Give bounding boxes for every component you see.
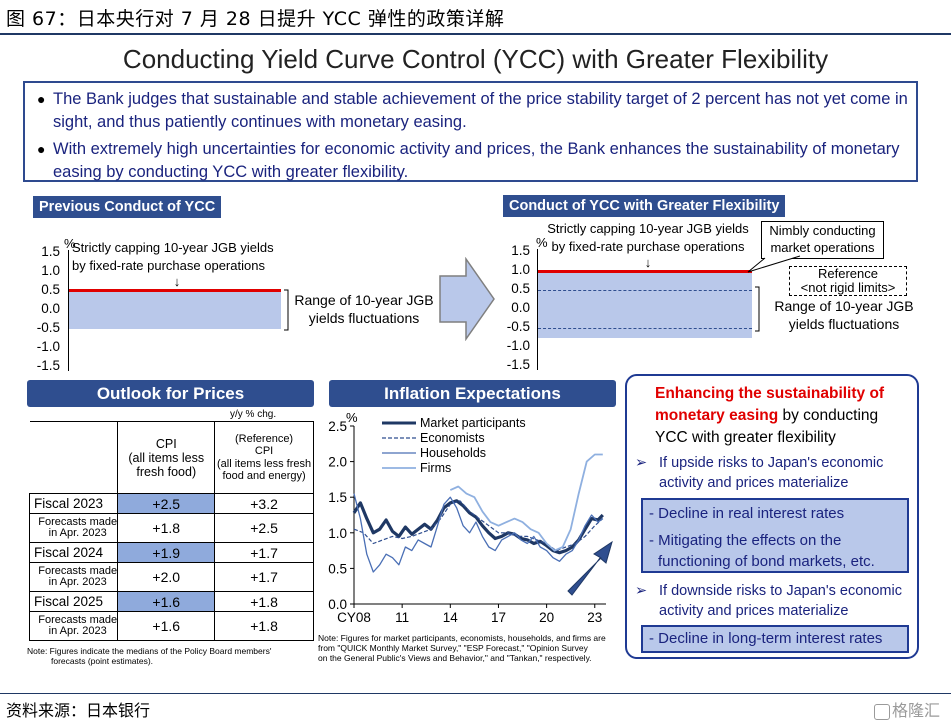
bullet-item: ● With extremely high uncertainties for e… <box>37 138 910 184</box>
y-tick-label: 1.5 <box>328 490 347 505</box>
series-line <box>352 499 604 555</box>
arrow-bullet-icon: ➢ <box>635 455 648 471</box>
nimbly-callout: Nimbly conducting market operations <box>761 221 884 259</box>
next-yield-band <box>538 272 752 338</box>
outlook-table: CPI (all items less fresh food) (Referen… <box>28 421 314 641</box>
x-tick-label: 17 <box>491 610 506 625</box>
legend-label: Households <box>420 446 486 460</box>
core-cpi-header: (Reference) CPI (all items less fresh fo… <box>214 421 314 494</box>
next-cap-note: Strictly capping 10-year JGB yields by f… <box>543 220 753 270</box>
down-arrow-icon: ↓ <box>173 274 181 289</box>
prev-axis-line <box>68 250 69 371</box>
series-line <box>353 500 604 552</box>
legend-label: Economists <box>420 431 485 445</box>
x-tick-label: 23 <box>587 610 602 625</box>
slide-title: Conducting Yield Curve Control (YCC) wit… <box>122 44 829 74</box>
prev-ycc-label: Previous Conduct of YCC <box>33 196 222 218</box>
bullet-item: ● The Bank judges that sustainable and st… <box>37 88 910 134</box>
down-arrow-icon: ↓ <box>644 255 652 270</box>
trend-arrow-icon <box>567 540 613 596</box>
transition-arrow-icon <box>439 257 495 341</box>
downside-effects-box: - Decline in long-term interest rates <box>641 625 909 653</box>
table-row: Fiscal 2024 +1.9 +1.7 <box>28 542 314 563</box>
x-tick-label: CY08 <box>337 610 371 625</box>
outlook-unit: y/y % chg. <box>230 409 277 420</box>
bottom-divider <box>0 693 951 694</box>
inflation-title: Inflation Expectations <box>329 380 616 407</box>
series-line <box>449 453 603 552</box>
x-tick-label: 11 <box>395 610 409 625</box>
x-tick-label: 14 <box>443 610 459 625</box>
inflation-note: Note: Figures for market participants, e… <box>318 633 606 663</box>
prev-range-bracket <box>284 289 289 331</box>
reference-box: Reference <not rigid limits> <box>789 266 907 296</box>
next-unit: % <box>536 235 548 250</box>
next-cap-line <box>538 270 752 273</box>
table-header-row: CPI (all items less fresh food) (Referen… <box>29 421 314 494</box>
outlook-note: Note: Figures indicate the medians of th… <box>27 646 272 666</box>
y-tick-label: 2.5 <box>328 419 347 434</box>
bullet-dot-icon: ● <box>37 91 46 107</box>
summary-box: ● The Bank judges that sustainable and st… <box>23 81 918 182</box>
table-row: Fiscal 2023 +2.5 +3.2 <box>28 493 314 514</box>
prev-cap-note: Strictly capping 10-year JGB yields by f… <box>72 239 282 289</box>
legend-label: Market participants <box>420 416 526 430</box>
outlook-title: Outlook for Prices <box>27 380 314 407</box>
table-row: Forecasts made in Apr. 2023 +1.8 +2.5 <box>28 513 314 543</box>
next-reference-upper <box>538 290 752 291</box>
figure-title: 图 67：日本央行对 7 月 28 日提升 YCC 弹性的政策详解 <box>6 8 505 30</box>
flexibility-box: Enhancing the sustainability of monetary… <box>625 374 919 659</box>
logo-icon <box>874 703 890 720</box>
next-range-bracket <box>755 286 760 332</box>
next-reference-lower <box>538 328 752 329</box>
y-tick-label: 1.0 <box>328 526 347 541</box>
table-row: Forecasts made in Apr. 2023 +2.0 +1.7 <box>28 562 314 592</box>
cpi-header: CPI (all items less fresh food) <box>117 421 216 494</box>
table-row: Forecasts made in Apr. 2023 +1.6 +1.8 <box>28 611 314 641</box>
next-ycc-label: Conduct of YCC with Greater Flexibility <box>503 195 786 217</box>
watermark-logo: 格隆汇 <box>874 697 940 721</box>
y-tick-label: 0.0 <box>328 597 347 612</box>
arrow-bullet-icon: ➢ <box>635 583 648 599</box>
y-unit-label: % <box>346 410 358 425</box>
upside-risk-item: ➢ If upside risks to Japan's economic ac… <box>635 455 884 491</box>
inflation-chart: 0.0 0.5 1.0 1.5 2.0 2.5% CY08 11 14 17 20 23 Market … <box>328 410 613 625</box>
upside-effects-box: - Decline in real interest rates - Mitig… <box>641 498 909 573</box>
bullet-dot-icon: ● <box>37 141 46 157</box>
table-row: Fiscal 2025 +1.6 +1.8 <box>28 591 314 612</box>
legend-label: Firms <box>420 461 451 475</box>
prev-range-note: Range of 10-year JGB yields fluctuations <box>294 292 434 326</box>
prev-cap-line <box>69 289 281 292</box>
y-tick-label: 2.0 <box>328 455 347 470</box>
next-axis-line <box>537 249 538 370</box>
prev-unit: % <box>64 236 76 251</box>
source-note: 资料来源：日本银行 <box>6 701 151 720</box>
x-tick-label: 20 <box>539 610 554 625</box>
downside-risk-item: ➢ If downside risks to Japan's economic … <box>635 583 902 619</box>
callout-pointer <box>747 255 801 273</box>
prev-yield-band <box>69 291 281 329</box>
next-range-note: Range of 10-year JGB yields fluctuations <box>774 298 914 332</box>
series-line <box>353 493 604 573</box>
flexibility-heading: Enhancing the sustainability of monetary… <box>655 385 885 446</box>
top-divider <box>0 33 951 35</box>
y-tick-label: 0.5 <box>328 561 347 576</box>
